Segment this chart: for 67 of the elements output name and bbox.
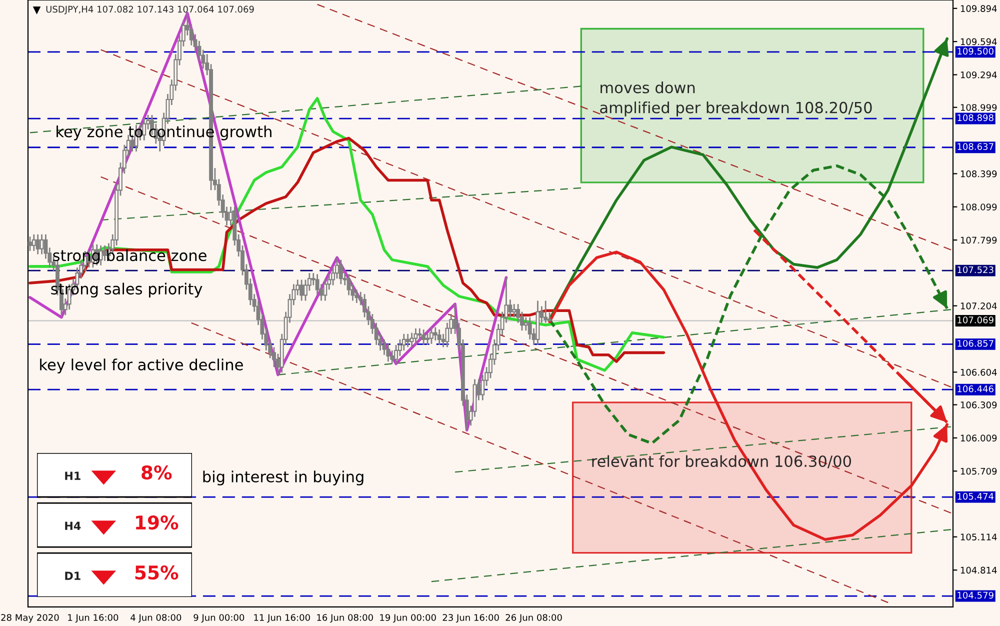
candlestick [508,298,512,318]
candlestick [512,303,516,318]
x-tick-label: 11 Jun 16:00 [254,614,310,623]
annotation: key zone to continue growth [56,126,272,140]
y-tick-label: 106.009 [960,434,997,442]
ref-line-label: 109.500 [958,48,994,55]
candlestick [406,333,410,348]
text: 19% [136,515,178,530]
candlestick [300,279,304,302]
candlestick [544,300,548,324]
ref-line-label: 108.898 [958,114,994,122]
category-label: H4 [65,522,81,530]
candlestick [422,328,426,346]
candlestick [433,326,438,342]
ref-line-label: 108.637 [958,143,994,150]
annotation: big interest in buying [203,470,364,486]
ref-line-label: 104.579 [958,592,994,599]
y-tick-label: 104.814 [960,566,997,574]
y-tick-label: 105.709 [960,468,997,475]
x-tick-label: 19 Jun 00:00 [380,614,436,623]
candlestick [36,234,40,255]
annotation: strong sales priority [51,282,202,298]
candlestick [28,236,32,252]
y-tick-label: 109.294 [960,71,997,78]
y-tick-label: 105.114 [960,534,997,540]
text: 8% [142,465,172,480]
y-tick-label: 106.309 [960,401,997,408]
candlestick [386,343,390,362]
x-tick-label: 16 Jun 08:00 [317,614,373,623]
ref-line-label: 107.523 [958,266,994,274]
x-tick-label: 23 Jun 16:00 [442,614,499,623]
x-tick-label: 9 Jun 00:00 [194,614,244,623]
candlestick [40,234,44,255]
x-tick-label: 28 May 2020 [1,614,59,623]
candlestick [414,328,418,345]
candlestick [323,278,328,302]
annotation: key level for active decline [40,358,243,374]
candlestick [429,326,434,345]
ref-line-label: 105.474 [958,492,994,500]
y-tick-label: 108.399 [960,170,997,178]
y-tick-label: 108.999 [960,104,997,111]
candlestick [142,118,146,142]
candlestick [32,234,36,252]
candlestick [418,328,422,342]
candlestick [524,316,528,332]
x-tick-label: 1 Jun 16:00 [68,614,118,623]
ref-line-label: 106.446 [958,385,994,392]
candlestick [102,244,107,262]
y-tick-label: 109.894 [960,5,997,12]
text: USDJPY,H4 107.082 107.143 107.064 107.069 [46,6,254,14]
ref-line-label: 107.069 [958,316,994,324]
x-tick-label: 26 Jun 08:00 [506,614,562,623]
candlestick [98,244,103,266]
annotation: strong balance zone [53,249,206,264]
y-tick-label: 107.204 [960,302,997,310]
category-label: D1 [65,572,80,580]
candlestick [437,328,442,346]
y-tick-label: 109.594 [960,38,997,46]
band-label: moves down amplified per breakdown 108.20/50 [600,82,872,116]
y-tick-label: 108.099 [960,204,997,210]
candlestick [338,259,343,285]
text: 55% [135,565,178,580]
x-tick-label: 4 Jun 08:00 [130,614,182,623]
y-tick-label: 107.799 [960,236,997,244]
ref-line-label: 106.857 [958,340,994,347]
y-tick-label: 106.604 [960,368,997,376]
category-label: H1 [65,472,80,480]
